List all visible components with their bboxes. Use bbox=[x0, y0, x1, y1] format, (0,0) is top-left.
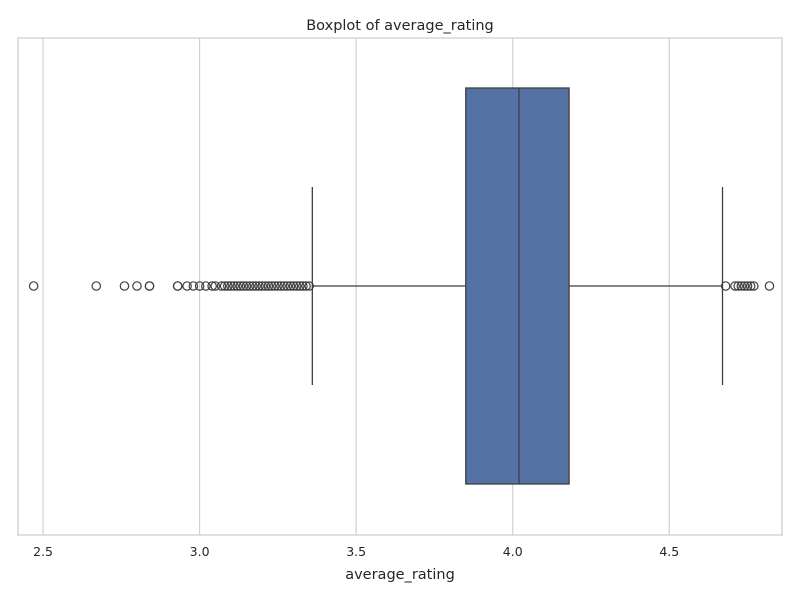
x-tick-label: 4.0 bbox=[503, 544, 523, 559]
outlier-point bbox=[739, 281, 750, 291]
outlier-point bbox=[273, 281, 283, 291]
outlier-point bbox=[210, 281, 221, 291]
outlier-point bbox=[244, 281, 255, 291]
outlier-point bbox=[291, 281, 302, 291]
outlier-point bbox=[119, 281, 130, 291]
outlier-point bbox=[241, 281, 252, 291]
plot-frame bbox=[17, 37, 783, 536]
outlier-point bbox=[736, 281, 747, 291]
outlier-point bbox=[232, 281, 242, 291]
outlier-point bbox=[216, 281, 227, 291]
outlier-point bbox=[742, 281, 753, 291]
iqr-box bbox=[465, 87, 570, 485]
outlier-point bbox=[266, 281, 277, 291]
outlier-point bbox=[172, 281, 183, 291]
chart-title: Boxplot of average_rating bbox=[306, 18, 494, 34]
outlier-point bbox=[298, 281, 308, 291]
outlier-point bbox=[260, 281, 271, 291]
outlier-point bbox=[254, 281, 264, 291]
outlier-point bbox=[235, 281, 246, 291]
x-axis-label: average_rating bbox=[345, 567, 455, 583]
outlier-point bbox=[257, 281, 268, 291]
outlier-point bbox=[132, 281, 142, 291]
outlier-point bbox=[188, 281, 199, 291]
outlier-point bbox=[201, 281, 211, 291]
outlier-point bbox=[28, 281, 39, 291]
outlier-point bbox=[733, 281, 743, 291]
outlier-point bbox=[144, 281, 155, 291]
outlier-point bbox=[226, 281, 236, 291]
outliers bbox=[28, 281, 775, 291]
outlier-point bbox=[219, 281, 230, 291]
x-axis-ticks: 2.5 3.0 3.5 4.0 4.5 bbox=[33, 544, 679, 559]
outlier-point bbox=[288, 281, 299, 291]
outlier-point bbox=[251, 281, 261, 291]
outlier-point bbox=[295, 281, 305, 291]
outlier-point bbox=[720, 281, 731, 291]
outlier-point bbox=[182, 281, 192, 291]
outlier-point bbox=[764, 281, 775, 291]
x-tick-label: 2.5 bbox=[33, 544, 53, 559]
outlier-point bbox=[269, 281, 280, 291]
outlier-point bbox=[222, 281, 233, 291]
outlier-point bbox=[745, 281, 756, 291]
outlier-point bbox=[194, 281, 205, 291]
outlier-point bbox=[238, 281, 249, 291]
outlier-point bbox=[304, 281, 314, 291]
outlier-point bbox=[248, 281, 258, 291]
outlier-point bbox=[207, 281, 217, 291]
outlier-point bbox=[91, 281, 102, 291]
x-tick-label: 4.5 bbox=[659, 544, 679, 559]
outlier-point bbox=[229, 281, 239, 291]
x-tick-label: 3.0 bbox=[190, 544, 210, 559]
outlier-point bbox=[263, 281, 274, 291]
outlier-point bbox=[276, 281, 286, 291]
outlier-point bbox=[730, 281, 740, 291]
x-tick-label: 3.5 bbox=[346, 544, 366, 559]
box-group bbox=[311, 87, 724, 485]
outlier-point bbox=[285, 281, 296, 291]
outlier-point bbox=[279, 281, 289, 291]
outlier-point bbox=[749, 281, 759, 291]
outlier-point bbox=[282, 281, 293, 291]
outlier-point bbox=[301, 281, 311, 291]
